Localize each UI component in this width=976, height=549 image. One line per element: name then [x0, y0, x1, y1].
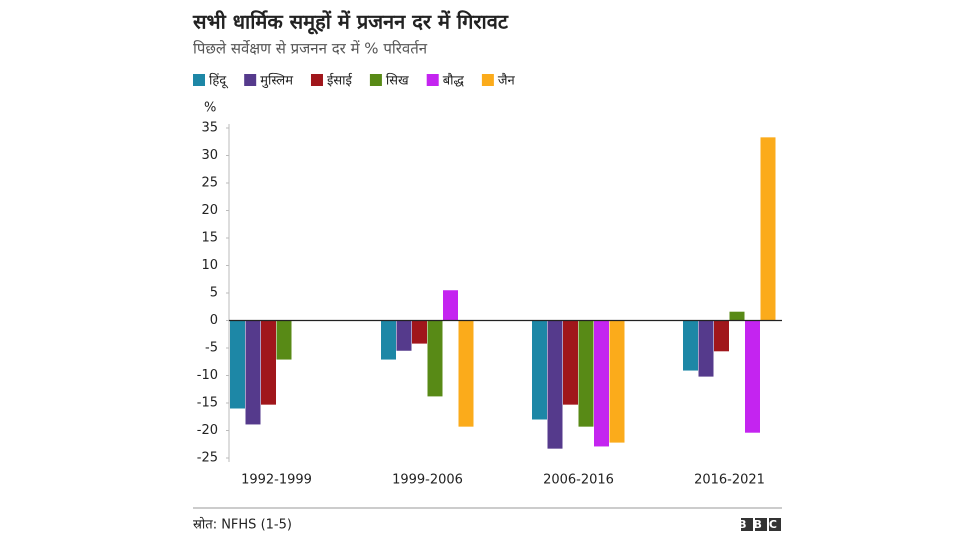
bar	[396, 320, 412, 351]
y-tick-label: -15	[197, 396, 218, 411]
y-tick-label: 0	[210, 313, 218, 328]
y-tick-label: 35	[201, 121, 218, 136]
bar	[547, 320, 563, 449]
x-tick-label: 1999-2006	[392, 473, 463, 488]
bar	[532, 320, 547, 420]
bar	[683, 320, 698, 371]
bar	[578, 320, 594, 427]
y-tick-label: 5	[210, 286, 218, 301]
legend-swatch	[426, 74, 439, 86]
bar	[714, 320, 729, 352]
legend-label: बौद्ध	[443, 73, 465, 89]
y-tick-label: -20	[197, 423, 218, 438]
source: स्रोत: NFHS (1-5)	[193, 517, 292, 533]
y-tick-label: 25	[201, 176, 218, 191]
bar	[698, 320, 714, 377]
x-tick-label: 2006-2016	[543, 473, 614, 488]
bar	[230, 320, 245, 409]
chart-subtitle: पिछले सर्वेक्षण से प्रजनन दर में % परिवर…	[193, 40, 428, 58]
bar	[381, 320, 396, 360]
bar	[245, 320, 261, 425]
logo-text: BBC	[738, 518, 784, 531]
legend-label: सिख	[386, 73, 409, 89]
logo	[741, 518, 781, 531]
x-tick-label: 2016-2021	[694, 473, 765, 488]
bar	[609, 320, 625, 443]
bar	[443, 290, 458, 321]
chart-title: सभी धार्मिक समूहों में प्रजनन दर में गिर…	[192, 10, 509, 35]
legend-label: हिंदू	[209, 73, 228, 89]
y-tick-label: 30	[201, 148, 218, 163]
bar	[427, 320, 443, 397]
y-axis-label: %	[204, 101, 216, 116]
legend-swatch	[310, 74, 323, 86]
legend-label: जैन	[498, 73, 516, 89]
y-tick-label: 10	[201, 258, 218, 273]
bar	[412, 320, 427, 344]
legend-label: मुस्लिम	[260, 73, 293, 89]
legend-swatch	[193, 74, 205, 86]
legend-label: ईसाई	[327, 73, 353, 89]
legend-swatch	[369, 74, 382, 86]
bar	[745, 320, 760, 433]
x-tick-label: 1992-1999	[241, 473, 312, 488]
legend-swatch	[244, 74, 257, 86]
bar	[729, 311, 745, 321]
bar	[458, 320, 474, 427]
y-tick-label: 20	[201, 203, 218, 218]
y-tick-label: -25	[197, 451, 218, 466]
bar	[760, 137, 776, 321]
y-tick-label: 15	[201, 231, 218, 246]
legend-swatch	[481, 74, 494, 86]
bar	[261, 320, 276, 405]
y-tick-label: -10	[197, 368, 218, 383]
y-tick-label: -5	[205, 341, 218, 356]
bar	[563, 320, 578, 405]
bar	[594, 320, 609, 447]
bar	[276, 320, 292, 360]
